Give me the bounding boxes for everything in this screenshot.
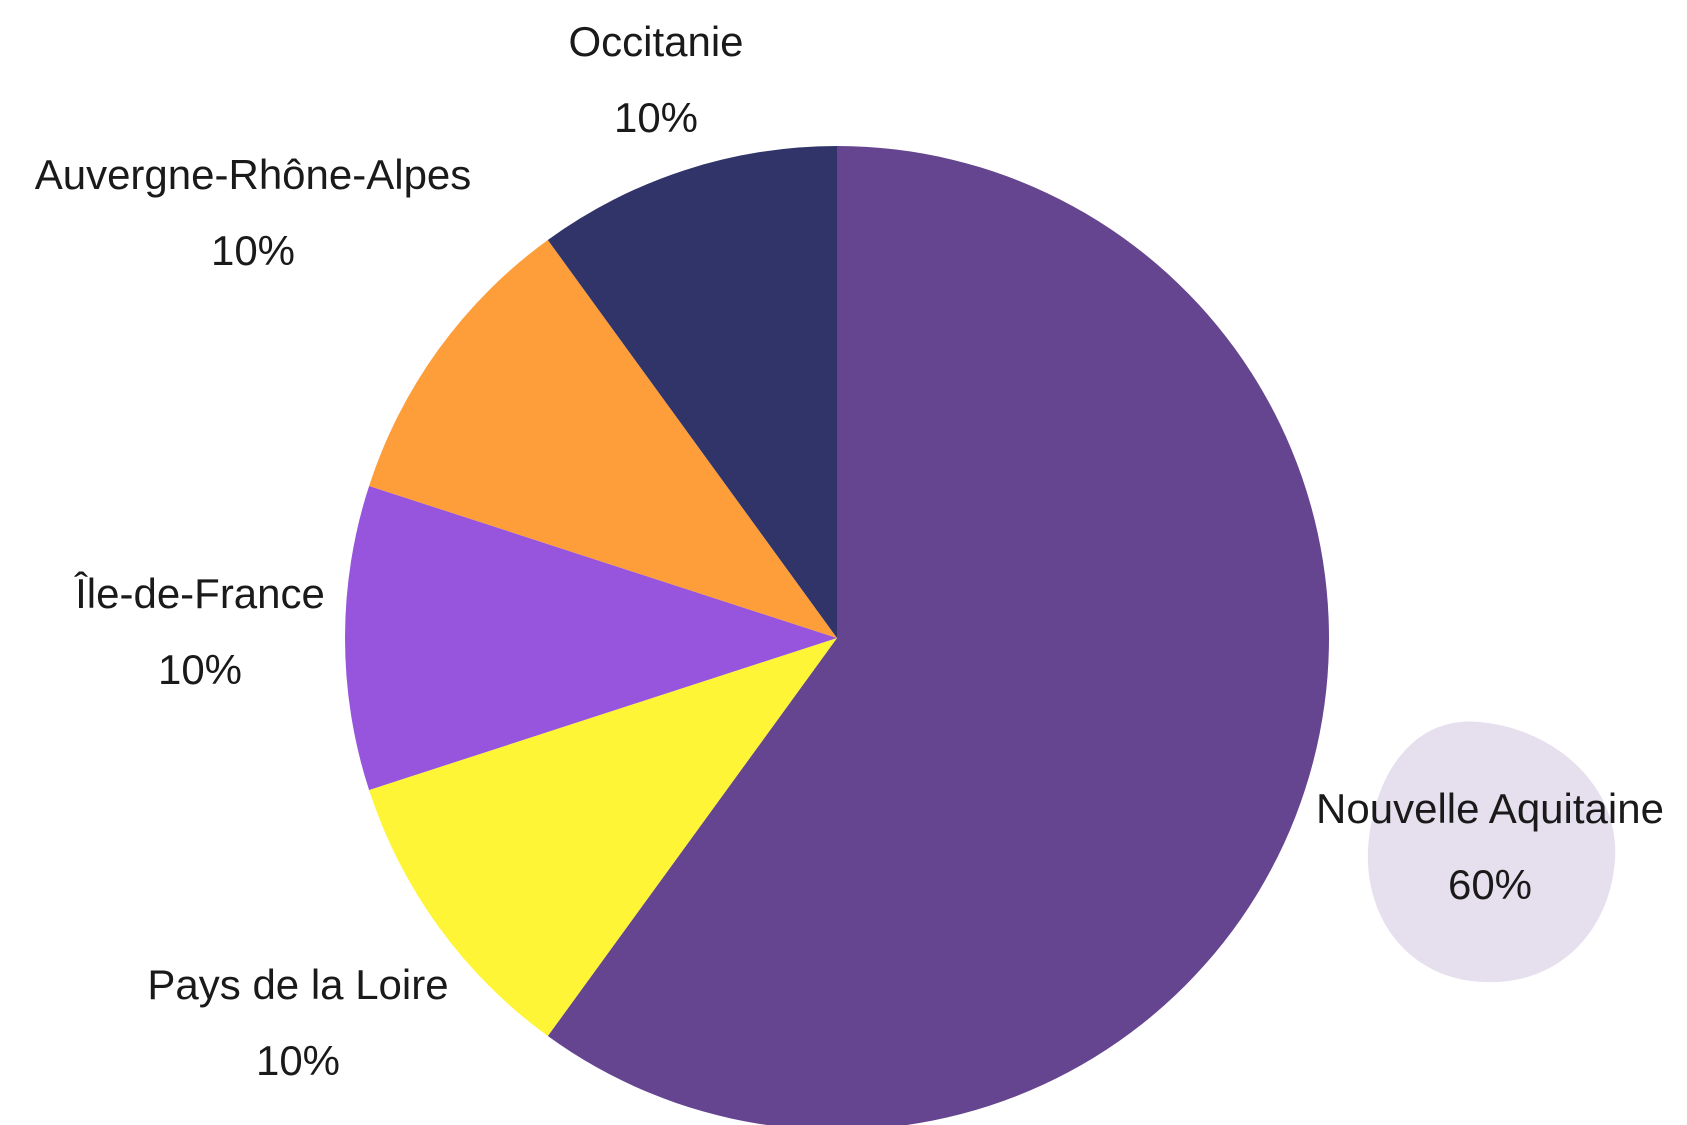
slice-value-label: 10%: [256, 1037, 340, 1084]
slice-label: Île-de-France: [74, 570, 325, 617]
pie-slice: [547, 146, 1329, 1125]
slice-label: Occitanie: [568, 18, 743, 65]
slice-value-label: 10%: [614, 94, 698, 141]
pie-slice: [345, 485, 837, 791]
slice-label: Auvergne-Rhône-Alpes: [35, 151, 472, 198]
pie-slice: [547, 146, 837, 638]
slice-value-label: 10%: [211, 227, 295, 274]
slice-label: Nouvelle Aquitaine: [1316, 785, 1664, 832]
label-highlight: [1367, 721, 1616, 983]
slice-value-label: 60%: [1448, 861, 1532, 908]
slice-label: Pays de la Loire: [147, 961, 448, 1008]
slice-value-label: 10%: [158, 646, 242, 693]
pie-slice: [369, 239, 837, 639]
pie-slice: [369, 638, 837, 1037]
